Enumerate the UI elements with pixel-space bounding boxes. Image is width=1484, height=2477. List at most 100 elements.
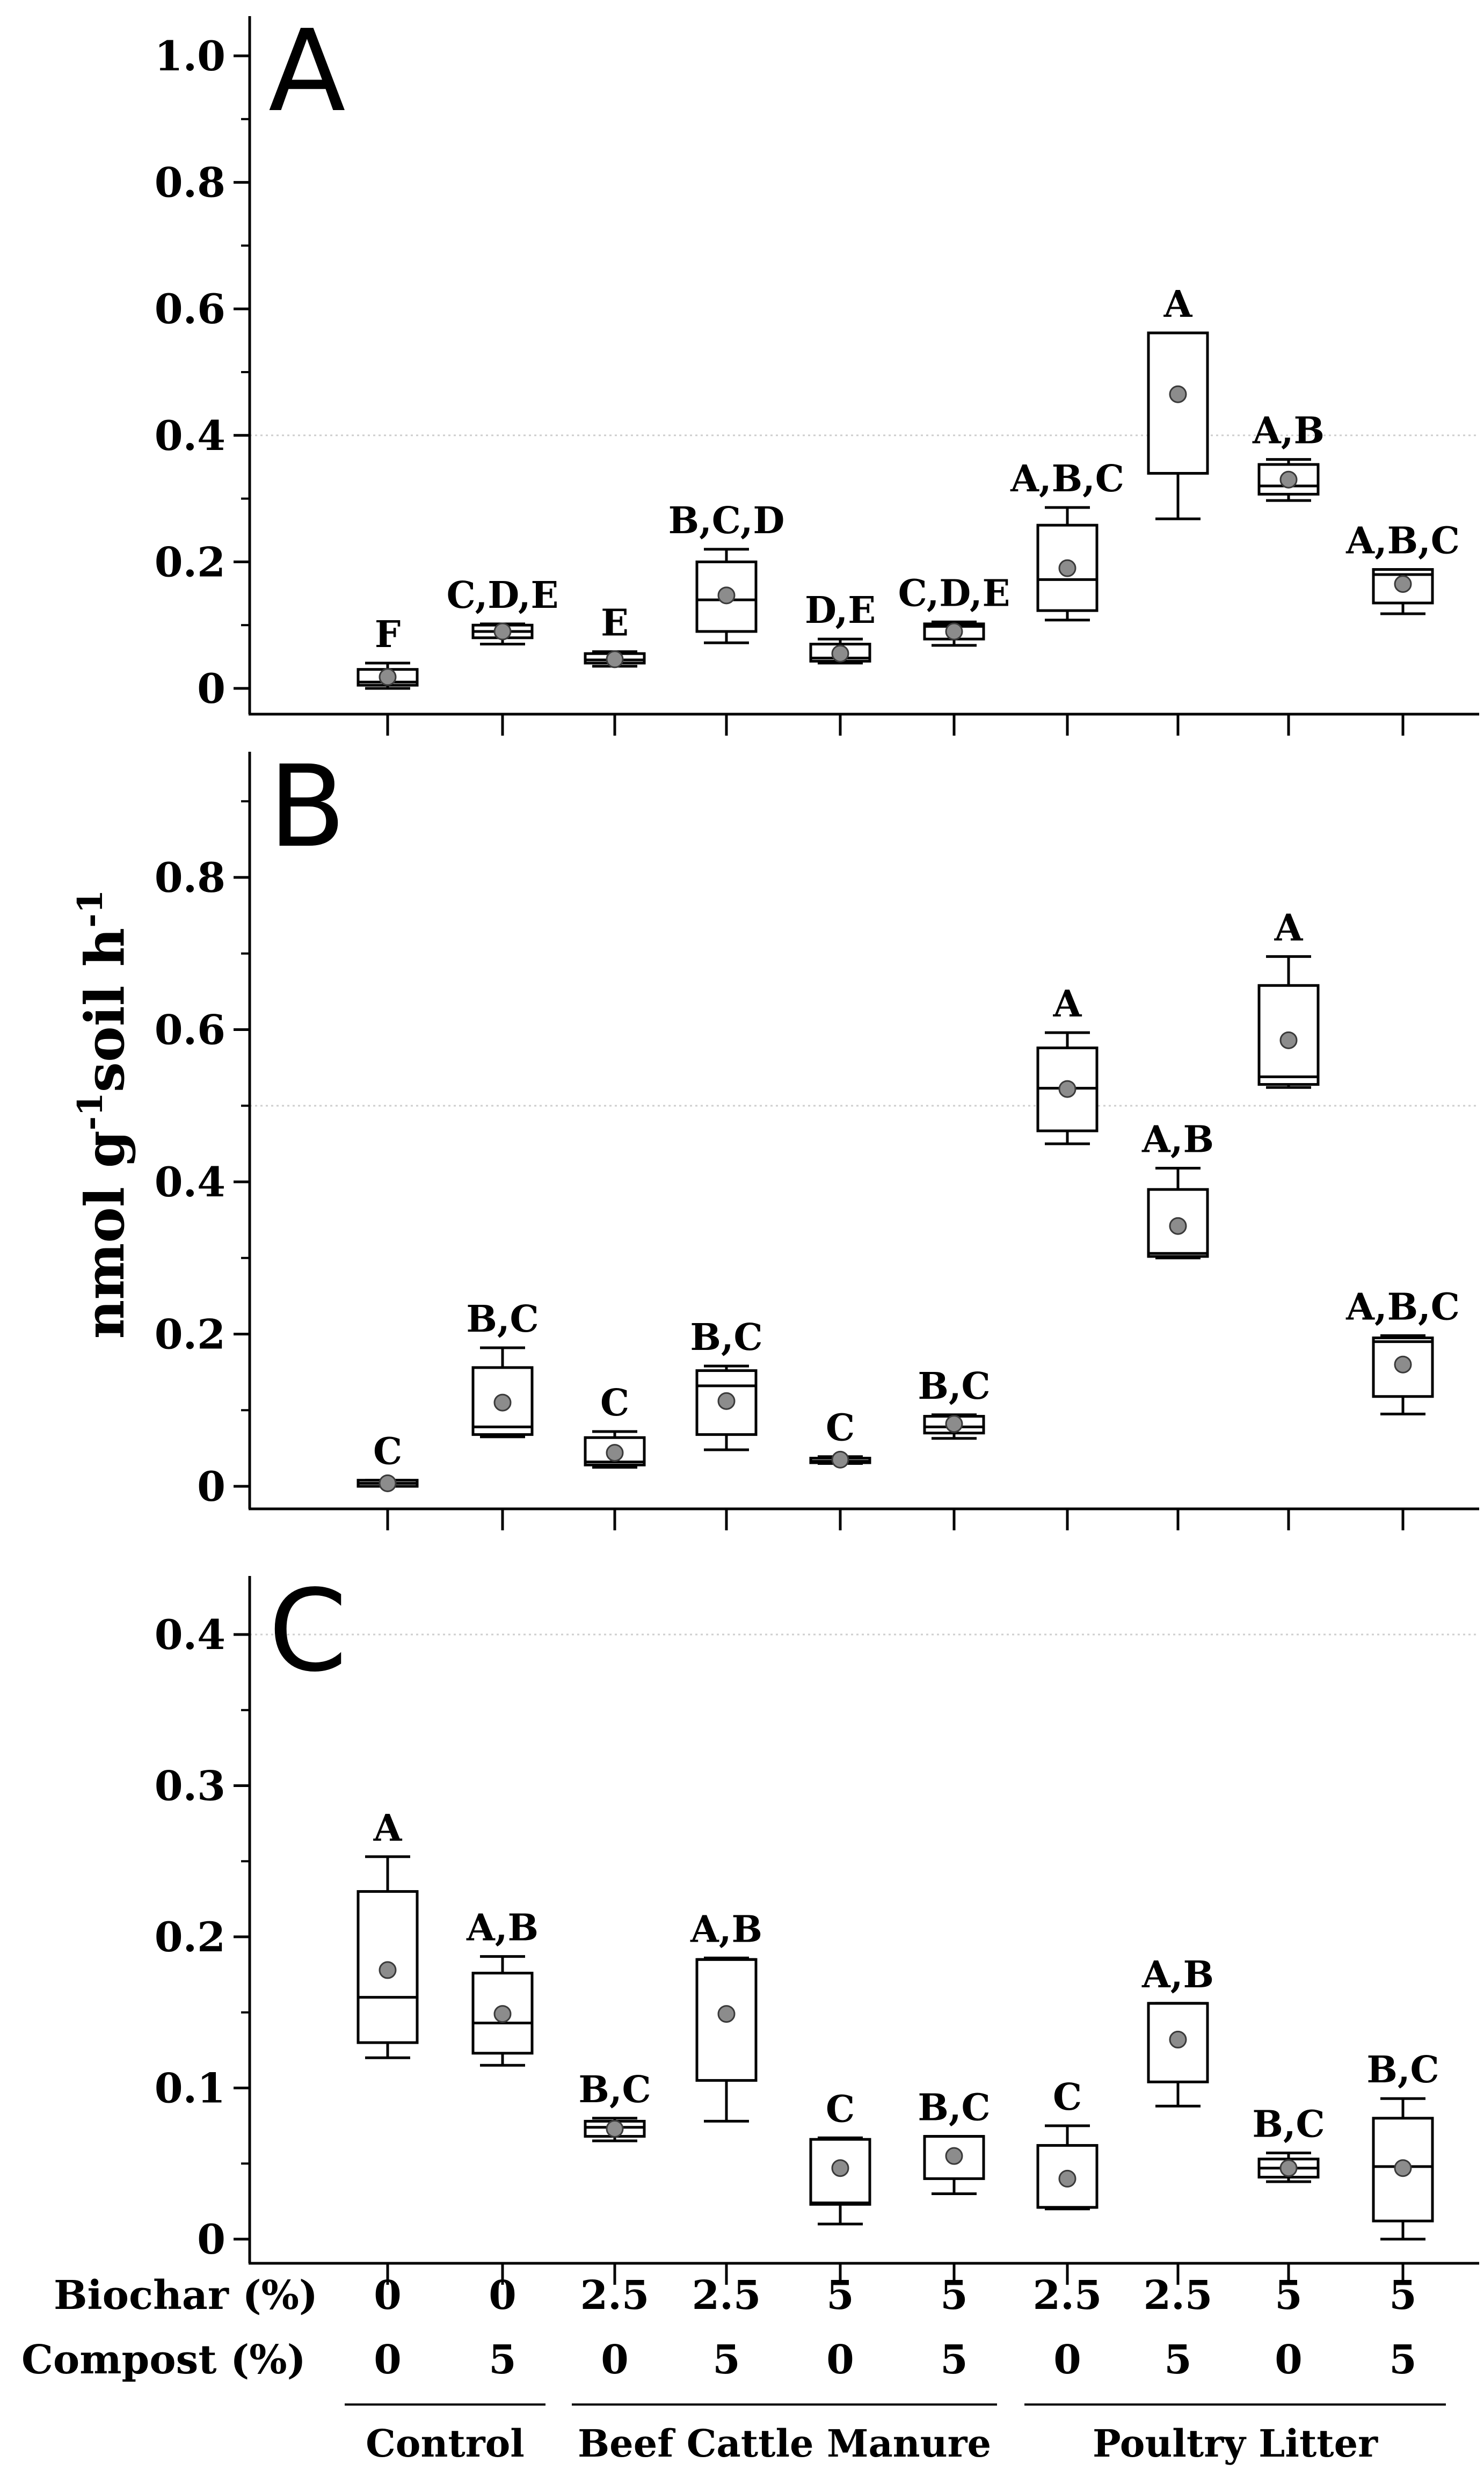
mean-marker [606,650,624,669]
significance-label: A [1053,983,1082,1026]
compost-value: 5 [1164,2337,1192,2383]
box-7: A,B,C [1010,457,1124,622]
significance-label: A,B [1141,1118,1214,1161]
panel-letter: A [268,5,346,137]
box-7: A [1036,983,1099,1145]
biochar-value: 2.5 [1144,2272,1213,2319]
panel-letter: B [268,741,346,873]
y-tick-label: 0 [197,1463,225,1510]
y-tick-label: 0.2 [155,1913,225,1961]
mean-marker [1169,385,1187,403]
mean-marker [831,2159,849,2177]
y-tick-label: 0.6 [155,1006,225,1054]
mean-marker [1394,1355,1412,1374]
mean-marker [1279,2159,1298,2177]
y-tick-label: 0.2 [155,538,225,586]
box-10: B,C [1366,2049,1439,2241]
y-tick-label: 0.2 [155,1311,225,1359]
mean-marker [945,2147,963,2165]
y-tick-label: 0 [197,2216,225,2263]
iqr-box [1147,1188,1209,1258]
mean-marker [493,1393,512,1412]
significance-label: A [1274,906,1304,949]
significance-label: C [600,1382,629,1425]
mean-marker [606,2120,624,2138]
significance-label: A,B [1141,1953,1214,1996]
y-tick-label: 0.4 [155,1611,225,1659]
y-tick-label: 0.3 [155,1762,225,1810]
box-3: B,C [578,2068,651,2142]
box-6: B,C [918,2087,991,2196]
mean-marker [717,2005,736,2023]
group-label: Control [366,2421,525,2466]
biochar-value: 5 [1389,2272,1417,2319]
biochar-value: 0 [489,2272,517,2319]
significance-label: D,E [805,589,876,632]
treatment-groups: Control Beef Cattle Manure Poultry Litter [345,2403,1446,2466]
mean-marker [1058,2169,1076,2188]
biochar-value: 2.5 [580,2272,650,2319]
box-7: C [1036,2076,1099,2211]
panel-letter: C [268,1565,347,1697]
mean-marker [1169,2030,1187,2049]
compost-value: 0 [374,2337,402,2383]
panel-a: 0 0.2 0.4 0.6 0.8 1.0 A F C,D,E E B,C,D D,E C,D,E A,B… [155,5,1479,736]
y-tick-label: 0.4 [155,412,225,460]
box-4: B,C [690,1316,763,1451]
box-8: A [1147,283,1209,520]
significance-label: B,C,D [668,499,785,542]
box-9: A,B [1252,410,1325,502]
panel-b: 0 0.2 0.4 0.6 0.8 B C B,C C B,C C B,C A A,B A A,B,C [155,741,1479,1530]
compost-value: 5 [489,2337,517,2383]
group-label: Poultry Litter [1093,2421,1378,2466]
mean-marker [831,644,849,663]
significance-label: A [1163,283,1193,326]
significance-label: A,B [466,1907,539,1950]
biochar-value: 5 [1275,2272,1303,2319]
biochar-value: 5 [826,2272,854,2319]
y-tick-label: 1.0 [155,32,225,80]
box-10: A,B,C [1345,520,1460,615]
mean-marker [717,1392,736,1410]
significance-label: A,B,C [1345,1285,1460,1328]
mean-marker [379,668,397,686]
mean-marker [606,1444,624,1462]
box-1: C [357,1430,419,1492]
mean-marker [493,622,512,641]
mean-marker [1394,575,1412,593]
compost-value: 5 [940,2337,968,2383]
mean-marker [831,1450,849,1469]
significance-label: B,C [918,2087,990,2130]
compost-value: 5 [712,2337,740,2383]
significance-label: B,C [690,1316,762,1359]
mean-marker [945,622,963,641]
significance-label: A,B [690,1908,762,1951]
significance-label: C [1053,2076,1082,2119]
mean-marker [379,1961,397,1979]
mean-marker [493,2005,512,2023]
biochar-value: 2.5 [692,2272,761,2319]
significance-label: C,D,E [898,572,1010,615]
box-2: C,D,E [447,574,558,646]
box-4: A,B [690,1908,762,2123]
significance-label: B,C [1366,2049,1439,2091]
x-category-values: 0 0 2.5 2.5 5 5 2.5 2.5 5 5 0 5 0 5 0 5 0 5 0 5 [374,2272,1417,2383]
box-8: A,B [1141,1953,1214,2108]
mean-marker [1394,2159,1412,2177]
box-10: A,B,C [1345,1285,1460,1415]
y-tick-label: 0 [197,665,225,713]
box-6: B,C [918,1365,991,1440]
y-tick-label: 0.8 [155,854,225,902]
biochar-row-label: Biochar (%) [54,2272,318,2319]
box-2: B,C [466,1298,539,1439]
mean-marker [945,1415,963,1433]
compost-value: 0 [601,2337,629,2383]
box-3: C [584,1382,646,1469]
significance-label: C [373,1430,402,1473]
mean-marker [1058,1080,1076,1098]
compost-value: 0 [1275,2337,1303,2383]
significance-label: B,C [578,2068,651,2111]
compost-value: 0 [1053,2337,1081,2383]
biochar-value: 5 [940,2272,968,2319]
iqr-box [471,1366,534,1436]
